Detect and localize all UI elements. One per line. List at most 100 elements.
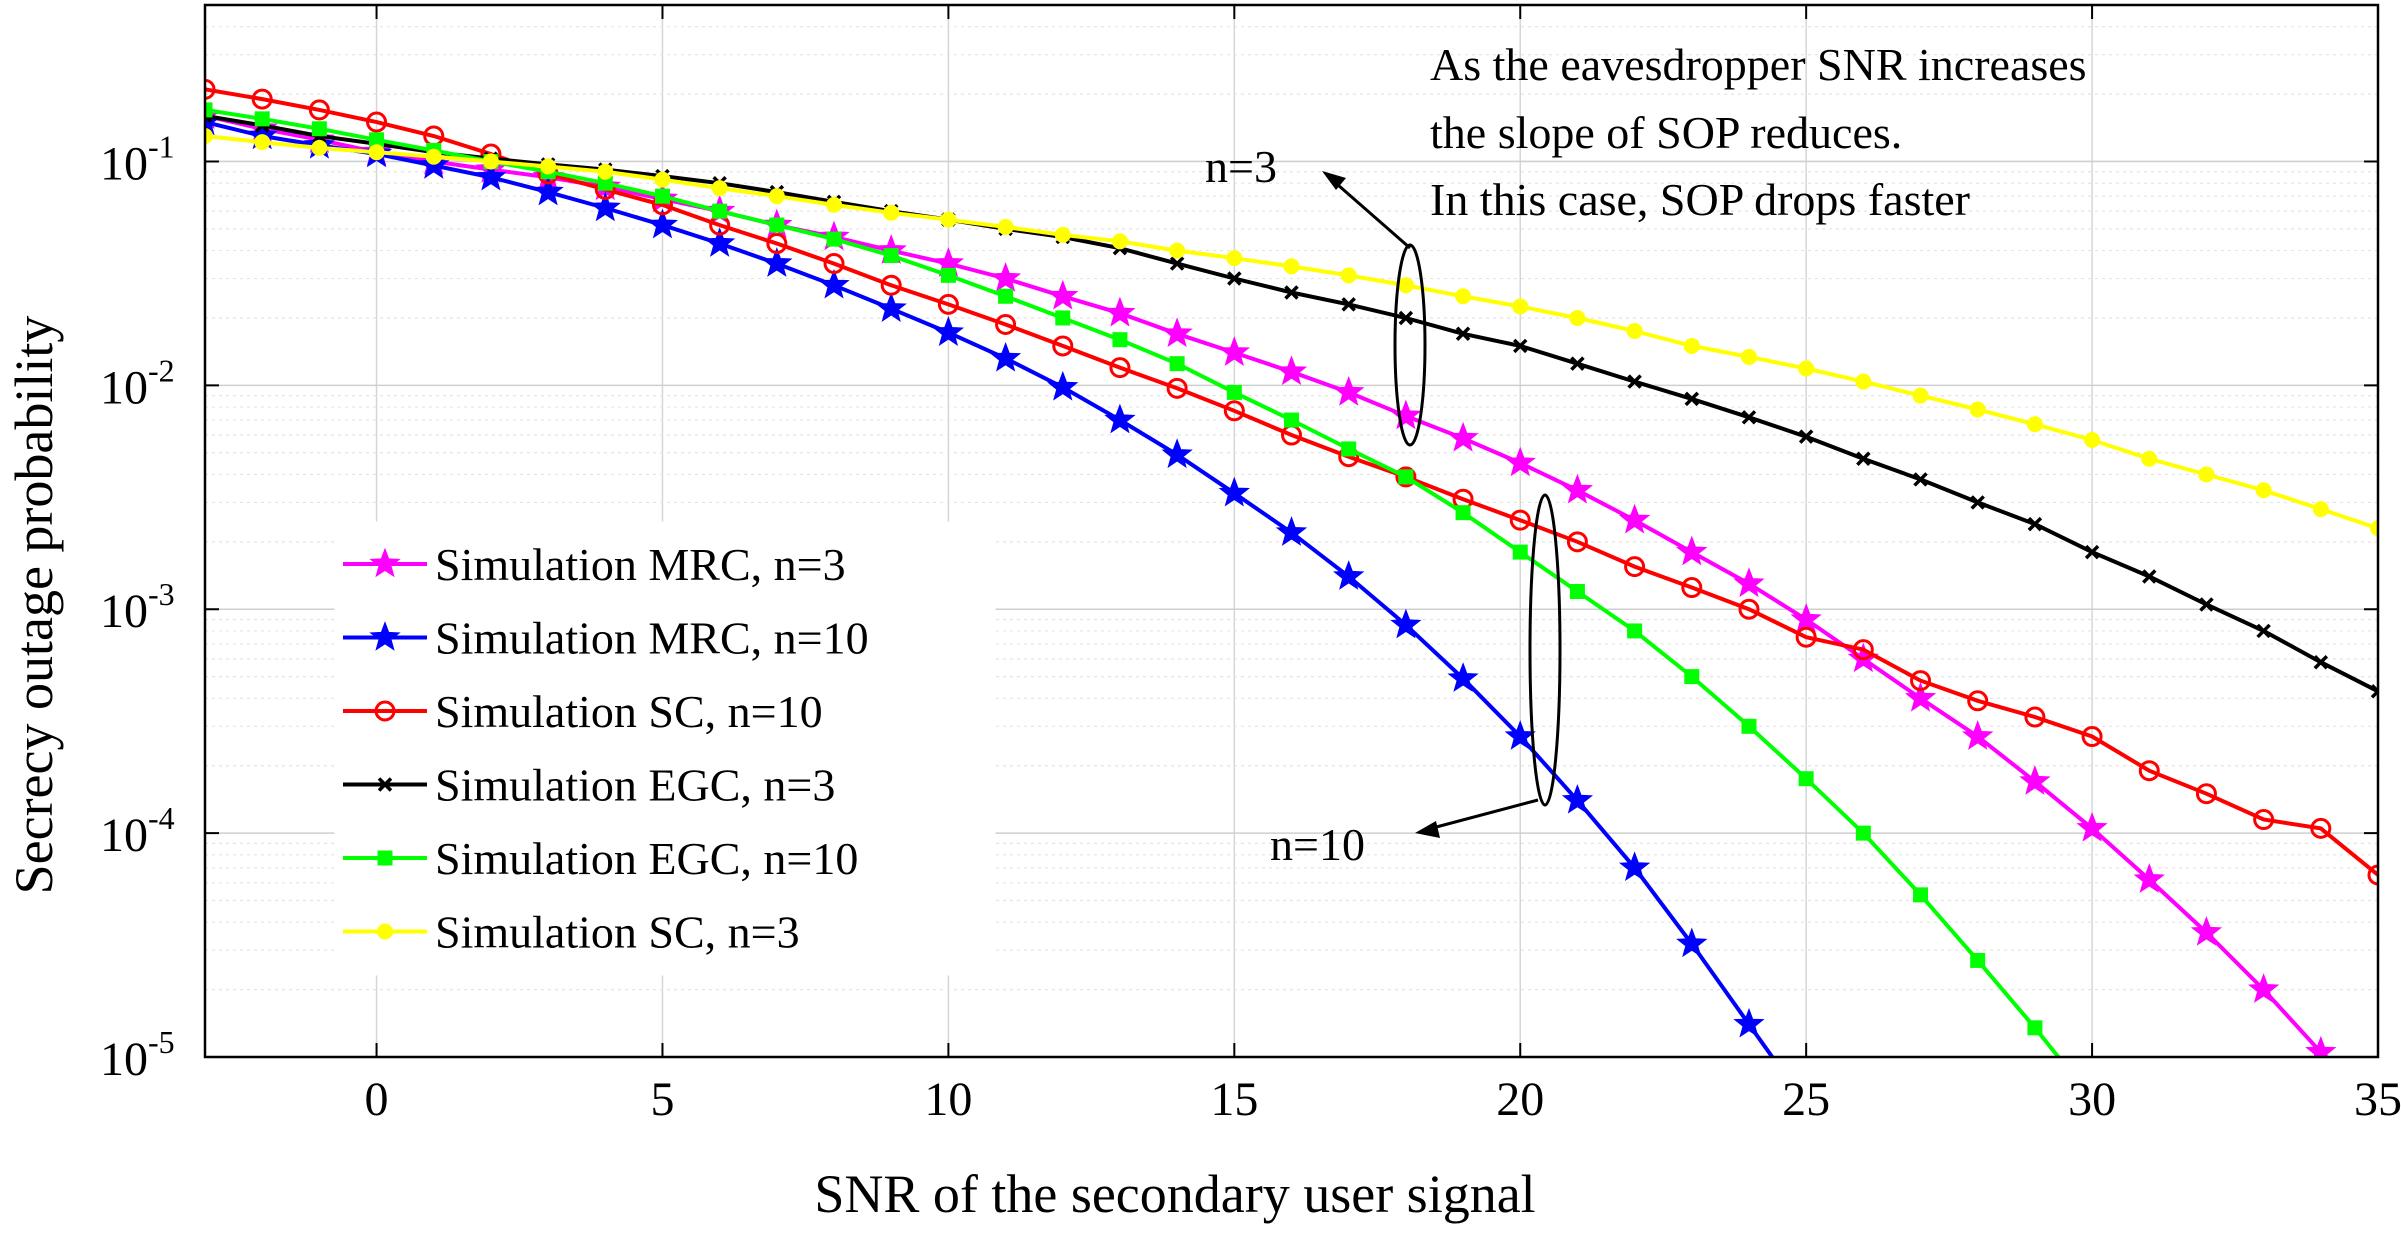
data-point — [940, 211, 957, 228]
data-point — [1275, 516, 1308, 546]
legend-marker — [377, 777, 393, 792]
data-point — [826, 231, 842, 247]
data-point — [1218, 336, 1250, 366]
data-point — [1733, 567, 1765, 598]
data-point — [2370, 520, 2378, 537]
grid — [205, 4, 2379, 1058]
data-point — [1333, 375, 1365, 406]
data-point — [311, 139, 328, 156]
x-tick-label: 35 — [2354, 1073, 2401, 1126]
legend-marker — [369, 547, 401, 578]
data-point — [1569, 584, 1585, 600]
data-point — [1798, 429, 1814, 444]
data-point — [1223, 400, 1245, 422]
data-point — [1912, 387, 1929, 404]
x-tick-label: 25 — [1782, 1073, 1830, 1126]
data-point — [1112, 332, 1128, 348]
data-point — [1967, 690, 1989, 712]
data-point — [1512, 298, 1529, 315]
legend-entry: Simulation MRC, n=3 — [343, 539, 846, 590]
annotation-line-1: As the eavesdropper SNR increases — [1430, 39, 2087, 90]
data-point — [1566, 531, 1588, 553]
arrow-n3-head — [1322, 171, 1346, 190]
data-point — [311, 121, 327, 137]
data-point — [2370, 684, 2378, 699]
data-point — [883, 204, 900, 221]
x-tick-label: 10 — [924, 1073, 972, 1126]
legend-entry: Simulation MRC, n=10 — [343, 613, 869, 664]
data-point — [1798, 360, 1815, 377]
data-point — [1390, 608, 1422, 639]
data-point — [2313, 654, 2329, 670]
data-point — [1740, 348, 1757, 365]
data-point — [1676, 927, 1708, 958]
data-point — [1618, 503, 1651, 534]
data-point — [1398, 310, 1414, 326]
data-point — [2256, 623, 2271, 639]
annotation-n3: n=3 — [1205, 141, 1277, 192]
data-point — [1218, 476, 1250, 507]
series-1 — [205, 105, 1775, 1057]
data-point — [761, 247, 793, 277]
data-point — [1855, 825, 1871, 841]
data-point — [1283, 258, 1300, 275]
data-point — [940, 267, 956, 283]
x-tick-label: 15 — [1210, 1073, 1258, 1126]
data-point — [1447, 421, 1479, 452]
data-point — [308, 99, 330, 121]
data-point — [1455, 288, 1472, 305]
data-point — [1047, 370, 1079, 401]
data-point — [1047, 279, 1079, 310]
data-point — [368, 144, 385, 161]
data-point — [1054, 226, 1071, 243]
data-point — [654, 171, 671, 188]
arrow-n10-head — [1415, 821, 1440, 838]
data-point — [1741, 718, 1757, 734]
data-point — [1340, 267, 1357, 284]
x-tick-label: 20 — [1496, 1073, 1544, 1126]
data-point — [1627, 623, 1643, 639]
data-point — [1395, 466, 1417, 488]
series-line — [205, 134, 2378, 531]
data-point — [2084, 544, 2100, 560]
data-point — [475, 160, 507, 191]
y-tick-label: 10-4 — [100, 800, 175, 862]
data-point — [540, 158, 557, 175]
data-point — [769, 217, 785, 233]
annotation-line-3: In this case, SOP drops faster — [1430, 174, 1970, 225]
annotation-n10: n=10 — [1270, 819, 1365, 870]
data-point — [1104, 296, 1136, 327]
data-point — [2198, 466, 2215, 483]
data-point — [995, 314, 1017, 336]
data-point — [880, 274, 902, 296]
data-point — [1683, 337, 1700, 354]
data-point — [2024, 706, 2046, 728]
data-point — [1341, 297, 1356, 312]
legend-label: Simulation MRC, n=10 — [435, 613, 869, 664]
data-point — [1626, 322, 1643, 339]
data-point — [589, 191, 621, 222]
data-point — [597, 163, 614, 180]
data-point — [646, 208, 679, 239]
data-point — [1855, 373, 1872, 390]
data-point — [1913, 472, 1928, 487]
data-point — [1561, 783, 1594, 814]
data-point — [1618, 851, 1651, 882]
data-point — [704, 227, 736, 257]
data-point — [1798, 771, 1814, 787]
data-point — [2133, 863, 2165, 893]
data-point — [997, 218, 1014, 235]
data-point — [932, 316, 965, 346]
data-point — [1509, 509, 1531, 531]
legend-entry: Simulation EGC, n=10 — [343, 833, 858, 884]
data-point — [1962, 720, 1994, 750]
data-point — [366, 111, 388, 133]
data-point — [1795, 626, 1817, 648]
data-point — [1684, 669, 1700, 685]
data-point — [1910, 670, 1932, 692]
data-point — [254, 134, 271, 151]
data-point — [1161, 438, 1193, 469]
data-point — [1676, 535, 1708, 566]
arrow-n3-line — [1329, 176, 1411, 250]
